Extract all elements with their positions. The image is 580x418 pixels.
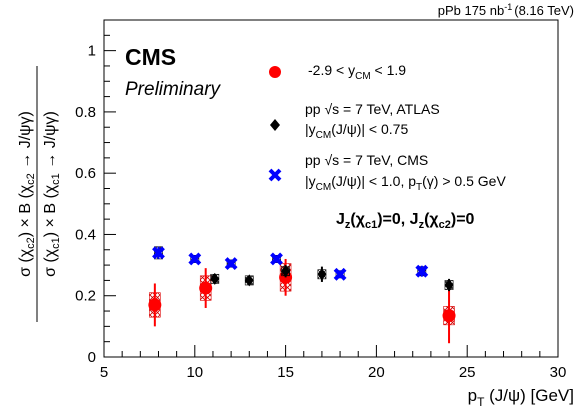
y-tick-label: 0.8 [75, 104, 96, 121]
legend-marker-cms [268, 168, 282, 182]
legend-label-atlas-line1: pp √s = 7 TeV, ATLAS [305, 101, 440, 117]
y-tick-label: 0.2 [75, 288, 96, 305]
series-cms [152, 246, 429, 281]
data-point-ppb [199, 281, 213, 295]
jz-annotation: Jz(χc1)=0, Jz(χc2)=0 [336, 211, 475, 231]
cms-label: CMS [125, 44, 176, 70]
legend-label-atlas-line2: |yCM(J/ψ)| < 0.75 [305, 121, 408, 141]
data-point-cms [188, 252, 202, 266]
y-axis-title: σ (χc2) × B (χc2 → J/ψγ) σ (χc1) × B (χc… [17, 66, 62, 322]
x-tick-label: 30 [550, 364, 567, 381]
data-point-atlas [317, 268, 327, 281]
x-tick-label: 20 [368, 364, 385, 381]
series-pPb [148, 258, 456, 344]
x-tick-label: 25 [459, 364, 476, 381]
y-tick-label: 0 [88, 349, 96, 366]
y-tick-label: 0.4 [75, 226, 96, 243]
data-point-cms [152, 246, 165, 260]
data-point-cms [224, 257, 238, 270]
y-tick-label: 1 [88, 43, 96, 60]
x-tick-label: 5 [100, 364, 108, 381]
header-label: pPb 175 nb-1 (8.16 TeV) [438, 2, 574, 18]
data-point-ppb [442, 309, 456, 323]
x-tick-label: 10 [186, 364, 203, 381]
data-point-cms [415, 264, 429, 278]
x-axis: 5 10 15 20 25 30 [100, 345, 567, 381]
data-point-ppb [148, 298, 162, 312]
data-point-atlas [210, 272, 220, 285]
x-tick-label: 15 [277, 364, 294, 381]
data-point-atlas [281, 265, 291, 278]
data-point-atlas [444, 279, 454, 292]
y-tick-label: 0.6 [75, 165, 96, 182]
legend-label-ppb: -2.9 < yCM < 1.9 [308, 62, 406, 82]
legend-marker-ppb [269, 66, 281, 78]
preliminary-label: Preliminary [125, 79, 222, 100]
data-point-atlas [244, 274, 254, 287]
x-axis-title: pT (J/ψ) [GeV] [468, 386, 574, 409]
y-axis-title-denominator: σ (χc1) × B (χc1 → J/ψγ) [42, 111, 62, 277]
data-point-cms [333, 267, 347, 281]
legend-marker-atlas [270, 119, 280, 131]
data-point-cms [270, 252, 283, 266]
legend-label-cms-line1: pp √s = 7 TeV, CMS [305, 152, 428, 168]
legend-label-cms-line2: |yCM(J/ψ)| < 1.0, pT(γ) > 0.5 GeV [305, 173, 506, 193]
legend: -2.9 < yCM < 1.9 pp √s = 7 TeV, ATLAS |y… [268, 62, 506, 193]
series-atlas [210, 265, 454, 292]
y-axis: 0 0.2 0.4 0.6 0.8 1 [75, 19, 116, 366]
data-series [148, 246, 456, 344]
y-axis-title-numerator: σ (χc2) × B (χc2 → J/ψγ) [17, 111, 37, 277]
